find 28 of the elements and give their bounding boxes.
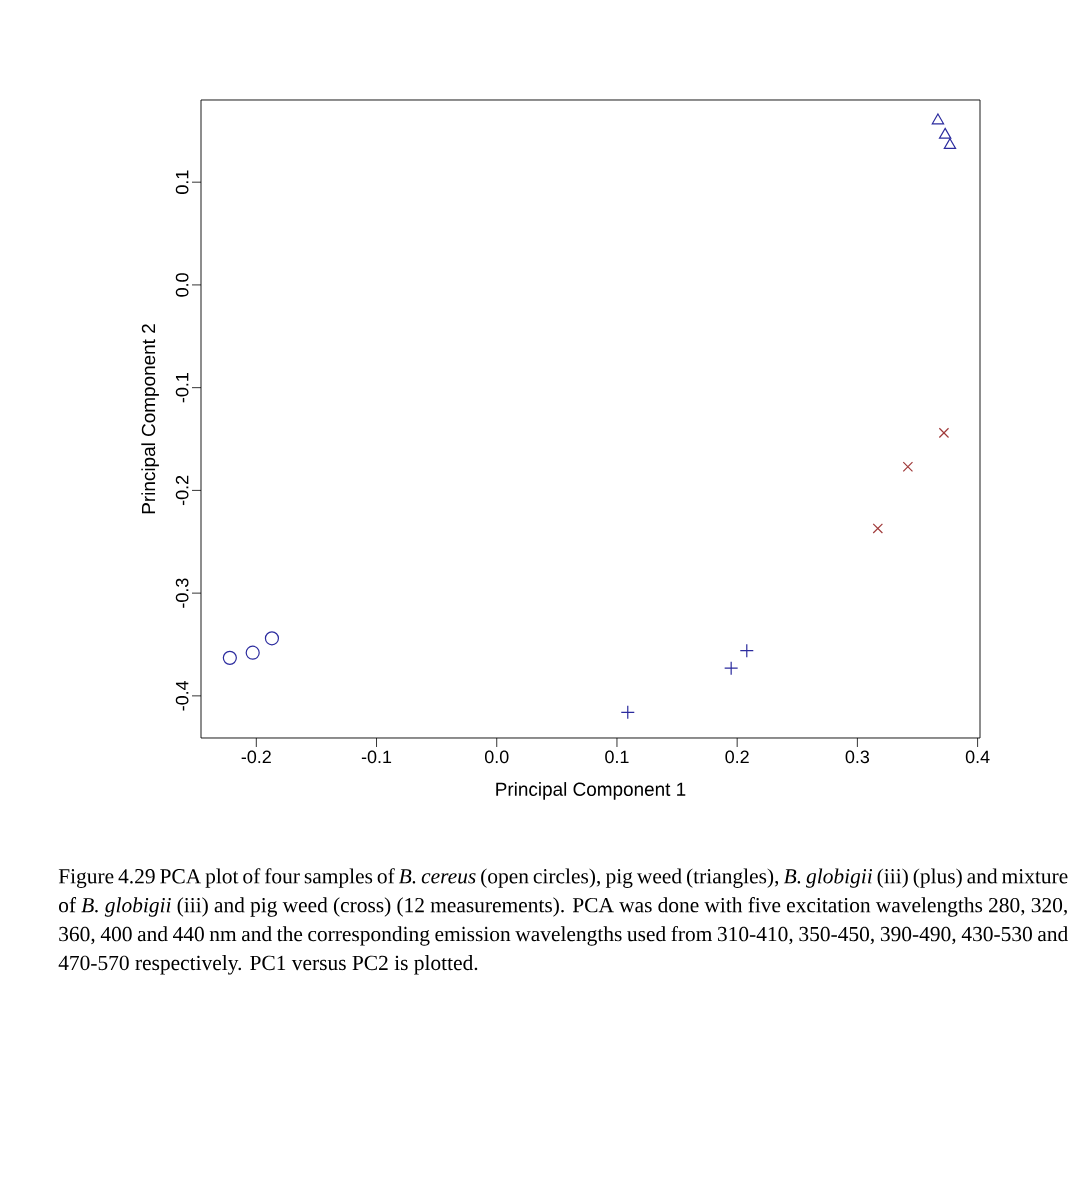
point (943, 138, 957, 150)
point (931, 113, 945, 125)
point (938, 427, 950, 439)
y-tick-label: 0.1 (175, 170, 189, 194)
x-tick-label: 0.4 (965, 750, 990, 764)
x-tick-label: 0.0 (484, 750, 509, 764)
x-tick-label: 0.1 (605, 750, 629, 764)
y-tick-label: -0.3 (175, 578, 189, 608)
x-tick-label: -0.2 (241, 750, 271, 764)
y-tick-label: -0.2 (175, 475, 189, 506)
y-tick-label: 0.0 (175, 273, 189, 297)
point (620, 705, 635, 720)
point (872, 523, 884, 534)
y-tick-label: -0.1 (175, 373, 189, 403)
x-tick-label: 0.2 (725, 750, 749, 764)
x-tick-label: -0.1 (361, 750, 392, 764)
point (245, 645, 260, 660)
point (938, 127, 952, 139)
x-tick-label: 0.3 (845, 750, 870, 764)
point (739, 643, 754, 658)
y-axis-title: Principal Component 2 (141, 324, 159, 514)
point (264, 631, 280, 646)
point (222, 650, 237, 665)
point (724, 661, 739, 676)
point (902, 461, 914, 472)
y-tick-label: -0.4 (175, 680, 189, 711)
x-axis-title: Principal Component 1 (496, 782, 686, 800)
text: Figure 4.29 PCA plot of four samples of B. cereus (open circles), pig weed (triangles), B. globigii (iii) (plus) and mixture of B. globigii (iii) and pig weed (cross) (12 measurements). PCA was done with five excitation wavelengths 280, 320, 360, 400 and 440 nm and the corresponding emission wavelengths used from 310-410, 350-450, 390-490, 430-530 and 470-570 respectively. PC1 versus PC2 is plotted. (58, 868, 1068, 975)
